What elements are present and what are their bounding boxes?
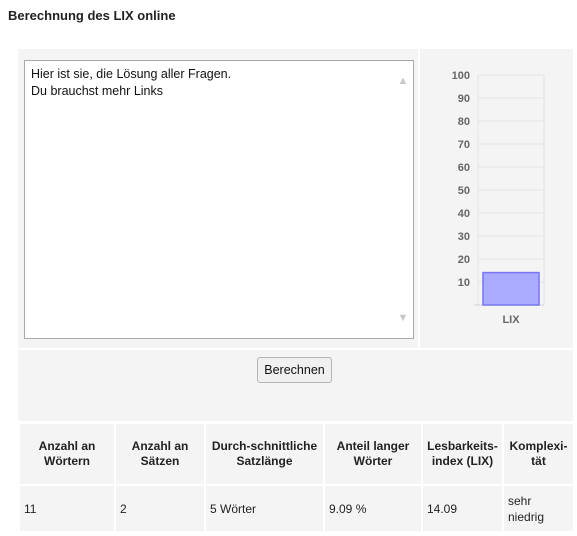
text-input-frame: ▲ ▼ <box>24 60 414 339</box>
results-row: 11 2 5 Wörter 9.09 % 14.09 sehr niedrig <box>20 486 573 531</box>
scroll-down-arrow-icon[interactable]: ▼ <box>397 312 409 324</box>
results-table: Anzahl an Wörtern Anzahl an Sätzen Durch… <box>18 424 575 531</box>
avg-sentence-length-value: 5 Wörter <box>206 486 323 531</box>
lix-index-value: 14.09 <box>423 486 502 531</box>
header-sentence-count: Anzahl an Sätzen <box>116 424 204 486</box>
chart-bar <box>482 271 540 306</box>
y-tick-label: 30 <box>458 231 470 243</box>
y-tick-label: 60 <box>458 162 470 174</box>
x-tick-label: LIX <box>502 314 520 326</box>
y-tick-label: 100 <box>452 70 470 82</box>
y-tick-label: 70 <box>458 139 470 151</box>
page-title: Berechnung des LIX online <box>8 8 176 23</box>
header-lix-index: Lesbarkeits-index (LIX) <box>423 424 502 486</box>
word-count-value: 11 <box>20 486 114 531</box>
complexity-value: sehr niedrig <box>504 486 573 531</box>
y-tick-label: 50 <box>458 185 470 197</box>
text-input[interactable] <box>25 61 395 338</box>
sentence-count-value: 2 <box>116 486 204 531</box>
y-tick-label: 90 <box>458 93 470 105</box>
calculate-button[interactable]: Berechnen <box>257 357 332 383</box>
y-tick-label: 40 <box>458 208 470 220</box>
panel-divider <box>18 348 573 350</box>
header-complexity: Komplexi-tät <box>504 424 573 486</box>
results-header-row: Anzahl an Wörtern Anzahl an Sätzen Durch… <box>20 424 573 486</box>
long-word-share-value: 9.09 % <box>325 486 421 531</box>
y-tick-label: 10 <box>458 277 470 289</box>
y-tick-label: 20 <box>458 254 470 266</box>
y-tick-label: 80 <box>458 116 470 128</box>
header-long-word-share: Anteil langer Wörter <box>325 424 421 486</box>
header-word-count: Anzahl an Wörtern <box>20 424 114 486</box>
header-avg-sentence-length: Durch-schnittliche Satzlänge <box>206 424 323 486</box>
panel-divider <box>418 49 420 349</box>
scroll-up-arrow-icon[interactable]: ▲ <box>397 75 409 87</box>
lix-chart: 10 20 30 40 50 60 70 80 90 100 LIX <box>452 70 545 326</box>
